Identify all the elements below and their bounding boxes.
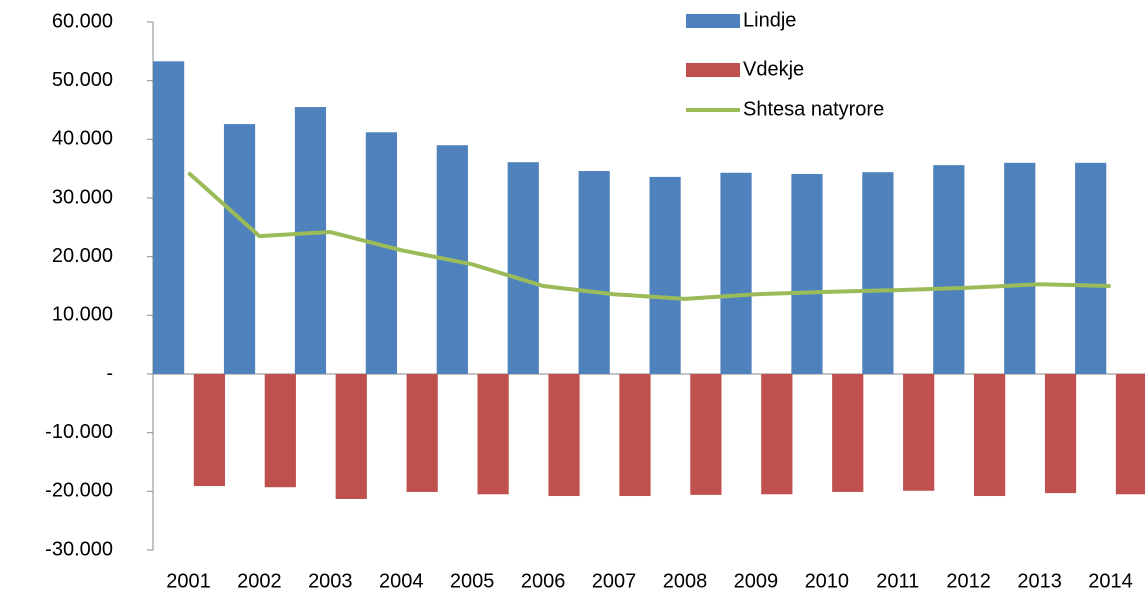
- y-tick-label: 20.000: [52, 245, 113, 267]
- y-tick-label: 40.000: [52, 128, 113, 150]
- x-tick-label: 2010: [805, 570, 850, 592]
- bar: [153, 61, 185, 374]
- bar: [720, 172, 752, 374]
- x-tick-label: 2008: [663, 570, 708, 592]
- x-tick-label: 2002: [237, 570, 282, 592]
- x-tick-label: 2006: [521, 570, 566, 592]
- bar: [1075, 162, 1107, 374]
- y-tick-label: 50.000: [52, 69, 113, 91]
- legend-label: Lindje: [743, 9, 796, 31]
- x-tick-label: 2014: [1088, 570, 1133, 592]
- bar: [619, 374, 651, 497]
- bar: [365, 132, 397, 374]
- y-tick-label: 60.000: [52, 10, 113, 32]
- bar: [1004, 162, 1036, 374]
- bar: [649, 176, 681, 374]
- bar: [791, 173, 823, 374]
- x-tick-label: 2013: [1017, 570, 1062, 592]
- legend-label: Shtesa natyrore: [743, 98, 884, 120]
- bar: [933, 165, 965, 374]
- bar: [1115, 374, 1145, 495]
- x-tick-label: 2004: [379, 570, 424, 592]
- x-tick-label: 2011: [876, 570, 919, 592]
- bar: [335, 374, 367, 499]
- line: [187, 171, 1111, 301]
- bar: [690, 374, 722, 495]
- bar: [406, 374, 438, 492]
- legend-swatch: [686, 63, 740, 77]
- bar: [294, 107, 327, 375]
- legend-swatch: [686, 14, 740, 28]
- x-tick-label: 2009: [734, 570, 779, 592]
- x-tick-label: 2012: [946, 570, 991, 592]
- bar: [1044, 374, 1077, 494]
- y-tick-label: -10.000: [45, 421, 113, 443]
- bar: [903, 374, 935, 491]
- y-tick-label: -: [106, 362, 113, 384]
- bar: [761, 374, 793, 495]
- bar: [973, 374, 1006, 497]
- bar: [193, 374, 225, 487]
- y-tick-label: 10.000: [52, 304, 113, 326]
- bar: [548, 374, 580, 497]
- x-tick-label: 2007: [592, 570, 637, 592]
- bar: [862, 172, 894, 374]
- bar: [832, 374, 864, 492]
- y-tick-label: -20.000: [45, 480, 113, 502]
- x-tick-label: 2003: [308, 570, 353, 592]
- bar: [507, 162, 539, 374]
- bar: [223, 124, 256, 374]
- bar: [578, 171, 610, 374]
- bar: [477, 374, 509, 495]
- y-tick-label: -30.000: [45, 538, 113, 560]
- x-tick-label: 2001: [166, 570, 211, 592]
- y-tick-label: 30.000: [52, 186, 113, 208]
- bar: [264, 374, 296, 488]
- legend-label: Vdekje: [743, 58, 804, 80]
- x-tick-label: 2005: [450, 570, 495, 592]
